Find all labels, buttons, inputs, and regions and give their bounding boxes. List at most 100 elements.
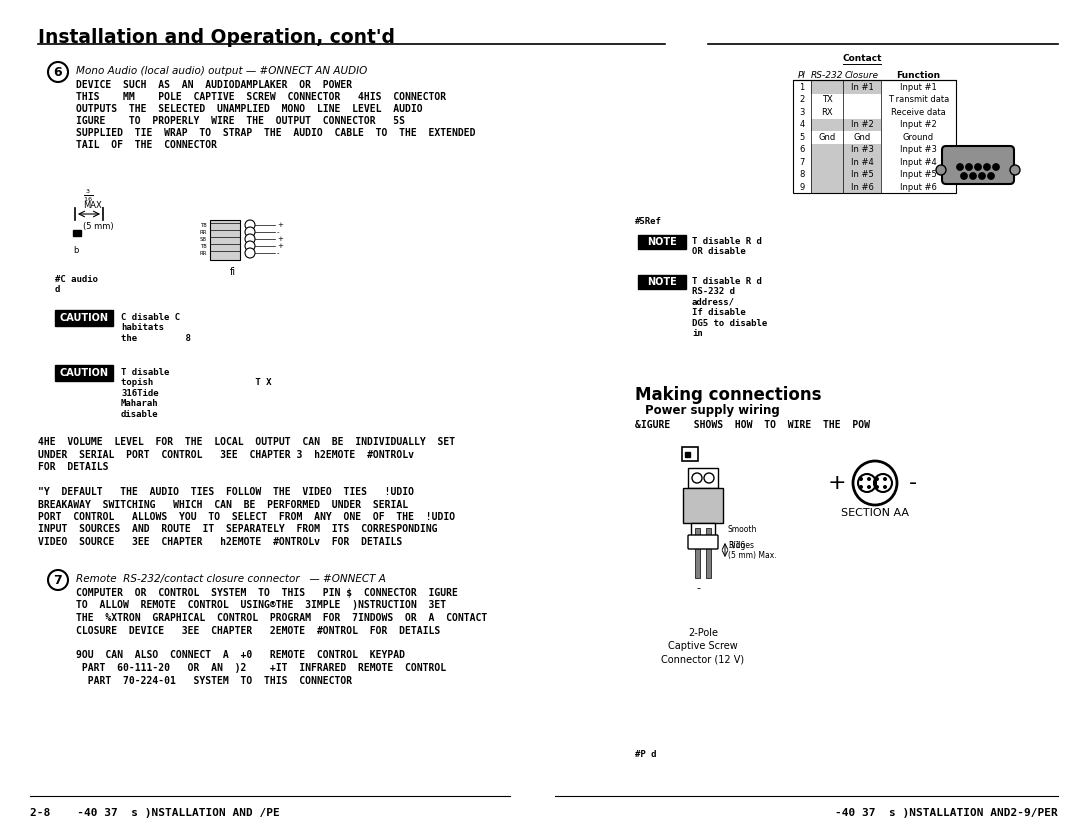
Text: Input #1: Input #1 <box>900 83 936 92</box>
Bar <box>55 310 113 326</box>
Text: 3: 3 <box>799 108 805 117</box>
Text: Function: Function <box>896 71 941 79</box>
Text: Input #2: Input #2 <box>900 120 936 129</box>
Text: Power supply wiring: Power supply wiring <box>645 404 780 417</box>
Bar <box>55 365 113 381</box>
Text: PORT  CONTROL   ALLOWS  YOU  TO  SELECT  FROM  ANY  ONE  OF  THE  !UDIO: PORT CONTROL ALLOWS YOU TO SELECT FROM A… <box>38 512 455 522</box>
Text: TO  ALLOW  REMOTE  CONTROL  USING®THE  3IMPLE  )NSTRUCTION  3ET: TO ALLOW REMOTE CONTROL USING®THE 3IMPLE… <box>76 600 446 610</box>
Text: T8: T8 <box>200 223 207 228</box>
Text: +: + <box>276 222 283 228</box>
Circle shape <box>987 173 995 179</box>
Text: Receive data: Receive data <box>891 108 946 117</box>
Text: 2-Pole
Captive Screw
Connector (12 V): 2-Pole Captive Screw Connector (12 V) <box>661 628 744 665</box>
Text: CAUTION: CAUTION <box>59 313 108 323</box>
Text: 5: 5 <box>799 133 805 142</box>
Circle shape <box>859 477 863 481</box>
Circle shape <box>245 220 255 230</box>
Text: -: - <box>276 229 280 235</box>
Text: SUPPLIED  TIE  WRAP  TO  STRAP  THE  AUDIO  CABLE  TO  THE  EXTENDED: SUPPLIED TIE WRAP TO STRAP THE AUDIO CAB… <box>76 128 475 138</box>
Text: 4HE  VOLUME  LEVEL  FOR  THE  LOCAL  OUTPUT  CAN  BE  INDIVIDUALLY  SET: 4HE VOLUME LEVEL FOR THE LOCAL OUTPUT CA… <box>38 437 455 447</box>
Text: Mono Audio (local audio) output — #ONNECT AN AUDIO: Mono Audio (local audio) output — #ONNEC… <box>76 66 367 76</box>
Text: COMPUTER  OR  CONTROL  SYSTEM  TO  THIS   PIN $  CONNECTOR  IGURE: COMPUTER OR CONTROL SYSTEM TO THIS PIN $… <box>76 588 458 598</box>
Bar <box>696 528 700 578</box>
Text: DEVICE  SUCH  AS  AN  AUDIODAMPLAKER  OR  POWER: DEVICE SUCH AS AN AUDIODAMPLAKER OR POWE… <box>76 80 352 90</box>
Circle shape <box>978 173 986 179</box>
Text: THE  %XTRON  GRAPHICAL  CONTROL  PROGRAM  FOR  7INDOWS  OR  A  CONTACT: THE %XTRON GRAPHICAL CONTROL PROGRAM FOR… <box>76 613 487 623</box>
Text: PART  70-224-01   SYSTEM  TO  THIS  CONNECTOR: PART 70-224-01 SYSTEM TO THIS CONNECTOR <box>76 676 352 686</box>
Text: Contact: Contact <box>842 54 881 63</box>
Text: b: b <box>73 246 79 255</box>
Bar <box>843 181 881 193</box>
Text: Remote  RS-232/contact closure connector   — #ONNECT A: Remote RS-232/contact closure connector … <box>76 574 386 584</box>
Bar <box>811 118 843 131</box>
Bar <box>811 81 843 93</box>
Text: Input #5: Input #5 <box>900 170 936 179</box>
Circle shape <box>936 165 946 175</box>
Circle shape <box>245 248 255 258</box>
Bar <box>210 220 240 260</box>
Text: MAX.: MAX. <box>83 201 105 210</box>
Circle shape <box>883 485 887 489</box>
Circle shape <box>957 163 963 170</box>
Text: Input #6: Input #6 <box>900 183 937 192</box>
Text: #C audio
d: #C audio d <box>55 275 98 294</box>
Text: SECTION AA: SECTION AA <box>841 508 909 518</box>
Circle shape <box>1010 165 1020 175</box>
Bar <box>638 275 686 289</box>
Bar <box>843 118 881 131</box>
Text: In #6: In #6 <box>851 183 874 192</box>
Text: Input #4: Input #4 <box>900 158 936 167</box>
Circle shape <box>704 473 714 483</box>
Bar <box>688 468 718 488</box>
Text: Gnd: Gnd <box>853 133 870 142</box>
Text: RX: RX <box>821 108 833 117</box>
Text: 2-8    -40 37  s )NSTALLATION AND /PE: 2-8 -40 37 s )NSTALLATION AND /PE <box>30 808 280 818</box>
Text: THIS    MM    POLE  CAPTIVE  SCREW  CONNECTOR   4HIS  CONNECTOR: THIS MM POLE CAPTIVE SCREW CONNECTOR 4HI… <box>76 92 446 102</box>
Text: fi: fi <box>230 267 237 277</box>
Text: Ridges: Ridges <box>728 541 754 550</box>
Text: T8: T8 <box>200 244 207 249</box>
Text: +: + <box>276 236 283 242</box>
Circle shape <box>875 477 879 481</box>
Text: IGURE    TO  PROPERLY  WIRE  THE  OUTPUT  CONNECTOR   5S: IGURE TO PROPERLY WIRE THE OUTPUT CONNEC… <box>76 116 405 126</box>
Text: 9: 9 <box>799 183 805 192</box>
Text: BREAKAWAY  SWITCHING   WHICH  CAN  BE  PERFORMED  UNDER  SERIAL: BREAKAWAY SWITCHING WHICH CAN BE PERFORM… <box>38 500 408 510</box>
Bar <box>811 143 843 156</box>
Text: 8: 8 <box>799 170 805 179</box>
Text: PI: PI <box>798 71 806 79</box>
Text: S8: S8 <box>200 237 207 242</box>
Circle shape <box>692 473 702 483</box>
Text: #P d: #P d <box>635 750 657 759</box>
FancyBboxPatch shape <box>942 146 1014 184</box>
Text: RR: RR <box>200 229 207 234</box>
Text: -: - <box>696 583 700 593</box>
Text: In #3: In #3 <box>851 145 874 154</box>
Bar <box>811 156 843 168</box>
Bar <box>706 528 711 578</box>
Text: TX: TX <box>822 95 833 104</box>
Text: 4: 4 <box>799 120 805 129</box>
Bar <box>843 168 881 181</box>
Bar <box>793 80 956 193</box>
Bar <box>73 230 81 236</box>
Bar <box>811 181 843 193</box>
Text: -40 37  s )NSTALLATION AND2-9/PER: -40 37 s )NSTALLATION AND2-9/PER <box>835 808 1058 818</box>
Text: +: + <box>276 243 283 249</box>
Text: RS-232: RS-232 <box>811 71 843 79</box>
Bar <box>843 156 881 168</box>
Text: 7: 7 <box>799 158 805 167</box>
Text: "Y  DEFAULT   THE  AUDIO  TIES  FOLLOW  THE  VIDEO  TIES   !UDIO: "Y DEFAULT THE AUDIO TIES FOLLOW THE VID… <box>38 487 414 497</box>
Text: 6: 6 <box>54 66 63 78</box>
Circle shape <box>867 485 870 489</box>
Circle shape <box>960 173 968 179</box>
Text: T ransmit data: T ransmit data <box>888 95 949 104</box>
Text: NOTE: NOTE <box>647 237 677 247</box>
Text: &IGURE    SHOWS  HOW  TO  WIRE  THE  POW: &IGURE SHOWS HOW TO WIRE THE POW <box>635 420 870 430</box>
Circle shape <box>993 163 999 170</box>
Text: CLOSURE  DEVICE   3EE  CHAPTER   2EMOTE  #ONTROL  FOR  DETAILS: CLOSURE DEVICE 3EE CHAPTER 2EMOTE #ONTRO… <box>76 626 441 636</box>
Bar <box>811 168 843 181</box>
Circle shape <box>875 485 879 489</box>
Text: In #5: In #5 <box>851 170 874 179</box>
Text: NOTE: NOTE <box>647 277 677 287</box>
Bar <box>843 81 881 93</box>
